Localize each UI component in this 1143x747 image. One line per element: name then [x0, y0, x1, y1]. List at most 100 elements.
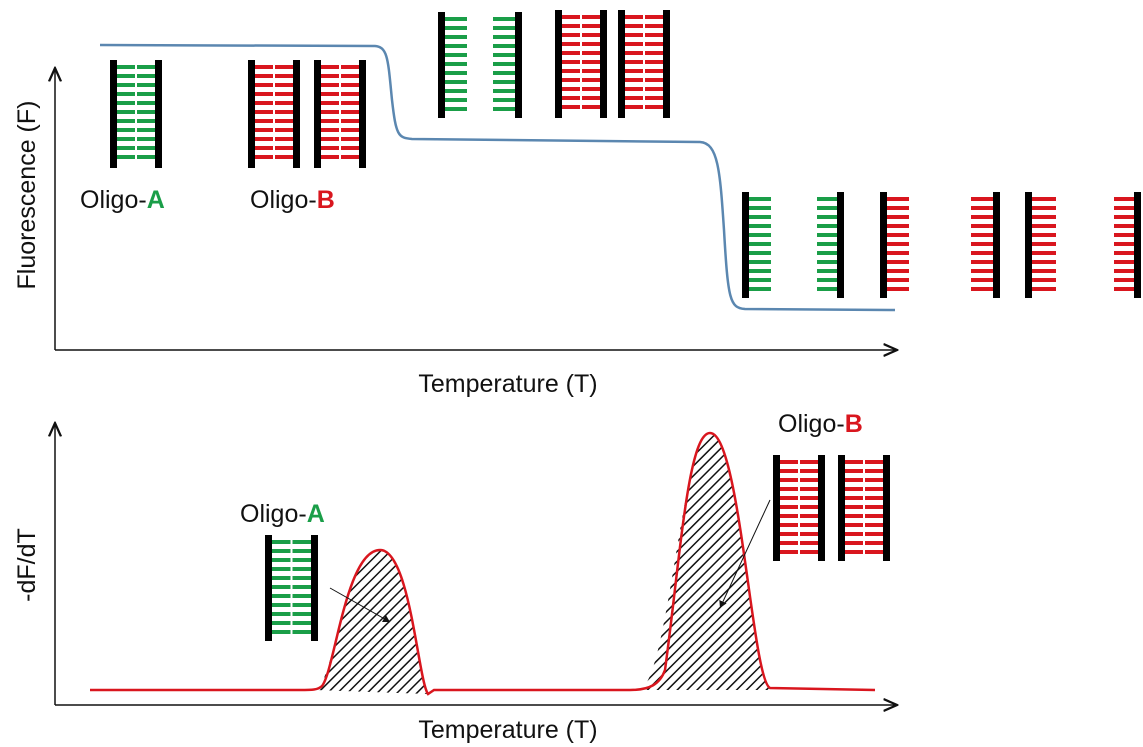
strand-part — [817, 197, 837, 201]
strand-part — [645, 60, 663, 64]
strand-part — [321, 83, 339, 87]
strand-part — [275, 146, 293, 150]
strand-part — [562, 15, 580, 19]
strand-part — [1032, 278, 1056, 282]
strand-part — [1032, 269, 1056, 273]
strand-part — [625, 96, 643, 100]
strand-part — [780, 505, 798, 509]
strand-icons — [110, 10, 1141, 641]
label-prefix: Oligo- — [240, 500, 307, 528]
strand-part — [275, 65, 293, 69]
strand-part — [800, 478, 818, 482]
strand-part — [845, 541, 863, 545]
strand-part — [1032, 206, 1056, 210]
strand-part — [321, 119, 339, 123]
strand-part — [255, 83, 273, 87]
strand-part — [1114, 206, 1134, 210]
strand-part — [445, 71, 467, 75]
strand-part — [341, 110, 359, 114]
strand-part — [493, 107, 515, 111]
strand-part — [645, 33, 663, 37]
strand-part — [248, 60, 255, 168]
strand-part — [800, 523, 818, 527]
strand-part — [645, 78, 663, 82]
strand-part — [293, 567, 312, 571]
strand-part — [817, 206, 837, 210]
strand-part — [255, 110, 273, 114]
strand-part — [817, 269, 837, 273]
strand-part — [341, 146, 359, 150]
strand-part — [293, 603, 312, 607]
strand-part — [493, 35, 515, 39]
strand-part — [749, 197, 771, 201]
strand-part — [275, 137, 293, 141]
strand-part — [255, 74, 273, 78]
strand-part — [275, 101, 293, 105]
strand-part — [321, 65, 339, 69]
strand-part — [582, 33, 600, 37]
strand-part — [887, 224, 909, 228]
strand-part — [625, 24, 643, 28]
strand-part — [562, 105, 580, 109]
label-letter: A — [307, 500, 325, 528]
strand-part — [1114, 287, 1134, 291]
strand-part — [749, 242, 771, 246]
strand-part — [275, 119, 293, 123]
strand-part — [817, 242, 837, 246]
strand-part — [800, 541, 818, 545]
strand-part — [780, 550, 798, 554]
strand-part — [582, 105, 600, 109]
strand-part — [117, 74, 135, 78]
strand-part — [445, 98, 467, 102]
strand-part — [582, 42, 600, 46]
strand-part — [1114, 260, 1134, 264]
strand-part — [562, 60, 580, 64]
strand-part — [493, 17, 515, 21]
strand-part — [1114, 269, 1134, 273]
strand-part — [800, 469, 818, 473]
strand-part — [645, 15, 663, 19]
label-letter: B — [845, 410, 863, 438]
strand-part — [845, 532, 863, 536]
strand-part — [255, 92, 273, 96]
strand-part — [971, 242, 993, 246]
strand-part — [493, 44, 515, 48]
strand-part — [800, 460, 818, 464]
strand-part — [341, 83, 359, 87]
strand-part — [137, 101, 155, 105]
strand-part — [117, 119, 135, 123]
strand-part — [438, 12, 445, 118]
strand-part — [817, 278, 837, 282]
strand-part — [272, 630, 291, 634]
strand-part — [865, 532, 883, 536]
strand-part — [845, 460, 863, 464]
strand-part — [887, 287, 909, 291]
strand-part — [255, 155, 273, 159]
strand-part — [341, 101, 359, 105]
strand-part — [493, 71, 515, 75]
strand-part — [275, 155, 293, 159]
strand-part — [562, 96, 580, 100]
strand-part — [887, 197, 909, 201]
strand-part — [817, 287, 837, 291]
strand-part — [645, 96, 663, 100]
label-prefix: Oligo- — [778, 410, 845, 438]
strand-part — [749, 233, 771, 237]
oligo-label: Oligo-A — [80, 186, 165, 214]
strand-part — [321, 74, 339, 78]
strand-part — [255, 119, 273, 123]
strand-part — [625, 87, 643, 91]
strand-part — [865, 478, 883, 482]
strand-part — [272, 567, 291, 571]
strand-part — [887, 206, 909, 210]
label-letter: A — [147, 186, 165, 214]
strand-part — [341, 155, 359, 159]
strand-part — [625, 42, 643, 46]
strand-part — [341, 119, 359, 123]
strand-part — [117, 110, 135, 114]
strand-part — [493, 53, 515, 57]
strand-part — [749, 287, 771, 291]
strand-part — [625, 69, 643, 73]
strand-part — [800, 505, 818, 509]
strand-part — [137, 137, 155, 141]
